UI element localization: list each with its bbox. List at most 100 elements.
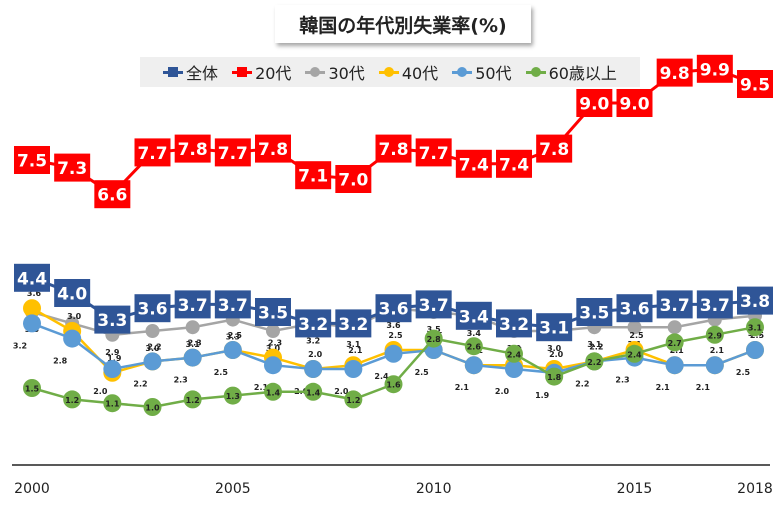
legend-marker-total: [163, 65, 184, 79]
data-label: 7.5: [17, 152, 47, 172]
data-label: 3.1: [346, 340, 361, 349]
data-point: [94, 180, 131, 209]
data-point: [183, 348, 202, 367]
legend-marker-fifties: [452, 65, 473, 79]
data-label: 7.8: [539, 140, 569, 160]
data-point: [134, 294, 171, 323]
data-point: [375, 134, 412, 163]
data-label: 2.1: [656, 383, 671, 392]
data-label: 2.4: [374, 372, 389, 381]
series-sixties: 1.5 1.2 1.1 1.0 1.2 1.3 1.4 1.4 1.2 1.6 2.8 2.6 2.4 1…: [23, 318, 764, 416]
data-label: 9.0: [619, 95, 649, 115]
data-point: [656, 290, 693, 319]
data-label: 2.1: [254, 383, 269, 392]
data-point: [255, 134, 291, 163]
legend-marker-thirties: [305, 65, 326, 79]
data-label: 3.0: [67, 312, 82, 321]
data-label: 2.2: [587, 358, 601, 367]
data-point: [375, 294, 412, 323]
data-label: 2.3: [174, 376, 188, 385]
data-point: [384, 375, 403, 394]
data-label: 9.0: [579, 95, 609, 115]
data-label: 3.4: [459, 307, 489, 327]
data-label: 1.0: [145, 404, 160, 413]
data-label: 3.6: [27, 289, 42, 298]
legend-label-thirties: 30代: [328, 64, 365, 83]
data-label: 3.6: [386, 321, 401, 330]
legend-item-sixties: 60歳以上: [525, 60, 617, 84]
data-point: [54, 279, 91, 307]
series-twenties: 7.5 7.3 6.6 7.7 7.8 7.7 7.8 7.1 7.0 7.8 7.7 7.4 7.4 7…: [14, 54, 773, 209]
data-point: [174, 290, 211, 319]
x-tick-label: 2010: [416, 481, 452, 497]
data-label: 3.5: [258, 304, 288, 324]
data-label: 6.6: [97, 186, 127, 206]
data-label: 1.2: [186, 396, 200, 405]
data-label: 1.5: [25, 385, 40, 394]
data-point: [455, 149, 492, 178]
data-point: [214, 138, 251, 167]
data-point: [14, 146, 50, 174]
data-point: [737, 286, 773, 315]
data-label: 3.1: [539, 319, 569, 339]
data-label: 3.1: [748, 324, 763, 333]
data-label: 1.2: [65, 396, 79, 405]
data-label: 2.0: [549, 350, 564, 359]
data-point: [63, 329, 82, 348]
data-label: 9.5: [740, 76, 770, 96]
data-point: [295, 309, 332, 338]
data-point: [344, 360, 363, 378]
data-point: [14, 263, 50, 292]
data-label: 2.3: [268, 339, 282, 348]
x-tick-label: 2000: [14, 481, 50, 497]
data-point: [536, 313, 573, 342]
x-tick-label: 2015: [617, 481, 653, 497]
data-label: 2.1: [696, 383, 711, 392]
data-point: [143, 352, 162, 371]
data-label: 2.2: [589, 342, 603, 351]
chart-title-text: 韓国の年代別失業率(%): [299, 14, 507, 37]
data-point: [264, 382, 282, 401]
data-point: [174, 134, 211, 163]
data-point: [424, 329, 443, 348]
data-point: [464, 356, 483, 375]
legend-marker-forties: [378, 65, 399, 79]
data-point: [536, 134, 573, 163]
data-label: 1.4: [266, 388, 281, 397]
data-point: [576, 89, 613, 117]
data-point: [185, 320, 200, 335]
data-point: [705, 325, 724, 344]
data-point: [266, 324, 280, 338]
data-label: 2.9: [708, 331, 723, 340]
data-label: 2.9: [105, 348, 120, 357]
data-label: 3.6: [137, 300, 167, 320]
data-label: 7.8: [378, 140, 408, 160]
data-label: 2.8: [53, 357, 68, 366]
data-label: 3.7: [218, 296, 248, 316]
data-label: 3.3: [226, 333, 240, 342]
data-label: 3.2: [499, 315, 529, 335]
data-point: [667, 320, 682, 335]
data-label: 2.5: [214, 368, 229, 377]
x-tick-label: 2018: [737, 481, 773, 497]
data-label: 3.3: [97, 311, 127, 331]
data-point: [696, 290, 733, 319]
data-point: [304, 382, 323, 401]
legend-label-sixties: 60歳以上: [548, 64, 617, 83]
data-point: [335, 165, 372, 193]
data-label: 4.0: [57, 285, 87, 305]
data-point: [705, 356, 724, 375]
data-point: [746, 318, 764, 337]
data-point: [23, 379, 41, 397]
data-label: 1.8: [547, 373, 562, 382]
data-label: 9.8: [660, 64, 690, 84]
data-point: [94, 305, 131, 334]
data-label: 1.9: [535, 391, 550, 400]
data-point: [696, 54, 733, 83]
data-point: [344, 390, 363, 409]
data-point: [737, 70, 773, 98]
data-point: [665, 356, 684, 375]
data-point: [505, 360, 523, 378]
data-label: 3.7: [178, 296, 208, 316]
data-label: 1.1: [105, 400, 120, 409]
